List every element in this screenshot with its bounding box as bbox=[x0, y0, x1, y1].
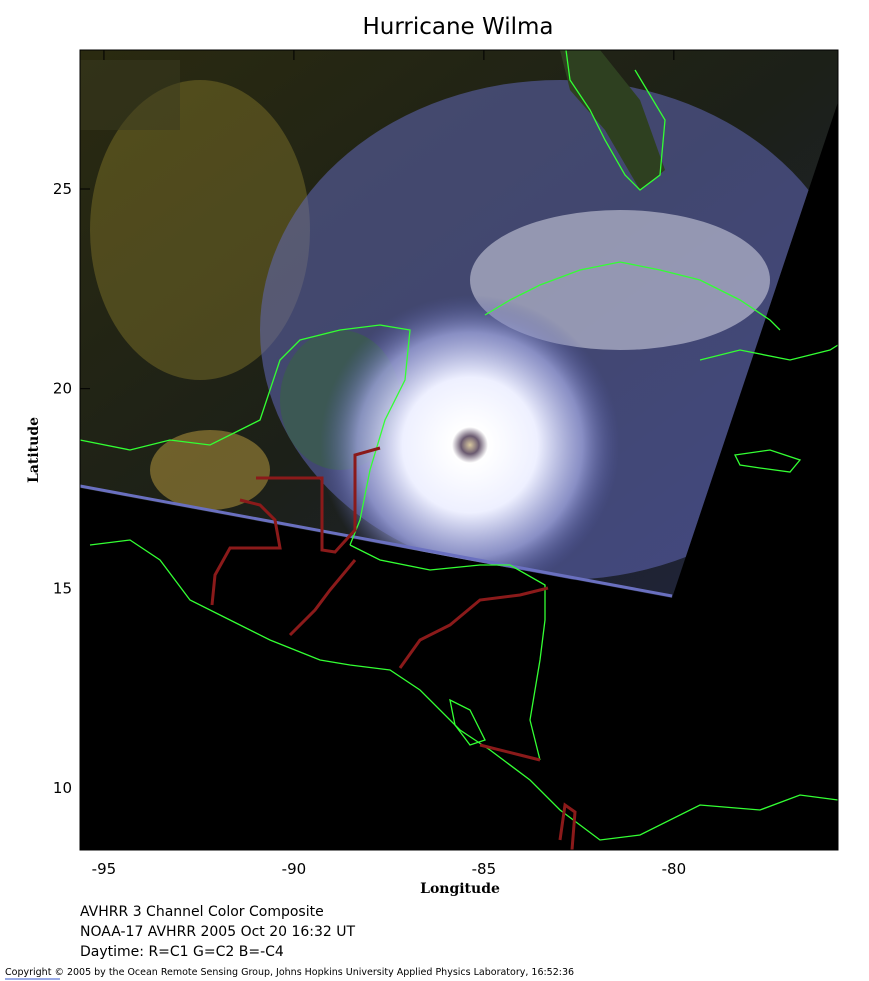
satellite-image bbox=[80, 50, 838, 598]
x-tick-label: -85 bbox=[472, 860, 497, 878]
coastlines bbox=[79, 49, 839, 841]
x-axis-label: Longitude bbox=[420, 881, 500, 897]
caption-line: NOAA-17 AVHRR 2005 Oct 20 16:32 UT bbox=[80, 924, 356, 940]
axes: -95 -90 -85 -80 10 15 20 25 bbox=[53, 50, 838, 878]
y-tick-label: 10 bbox=[53, 779, 72, 797]
y-axis-label: Latitude bbox=[26, 417, 42, 483]
y-tick-label: 25 bbox=[53, 180, 72, 198]
x-tick-label: -90 bbox=[282, 860, 307, 878]
swath-edge bbox=[79, 484, 673, 598]
map-title: Hurricane Wilma bbox=[362, 14, 553, 40]
copyright: Copyright © 2005 by the Ocean Remote Sen… bbox=[5, 967, 574, 978]
caption-line: Daytime: R=C1 G=C2 B=-C4 bbox=[80, 944, 284, 960]
map-frame bbox=[79, 49, 839, 851]
y-tick-label: 20 bbox=[53, 380, 72, 398]
caption-line: AVHRR 3 Channel Color Composite bbox=[80, 904, 324, 920]
x-tick-label: -95 bbox=[92, 860, 117, 878]
borders bbox=[210, 446, 577, 851]
y-tick-label: 15 bbox=[53, 579, 72, 597]
x-tick-label: -80 bbox=[662, 860, 687, 878]
